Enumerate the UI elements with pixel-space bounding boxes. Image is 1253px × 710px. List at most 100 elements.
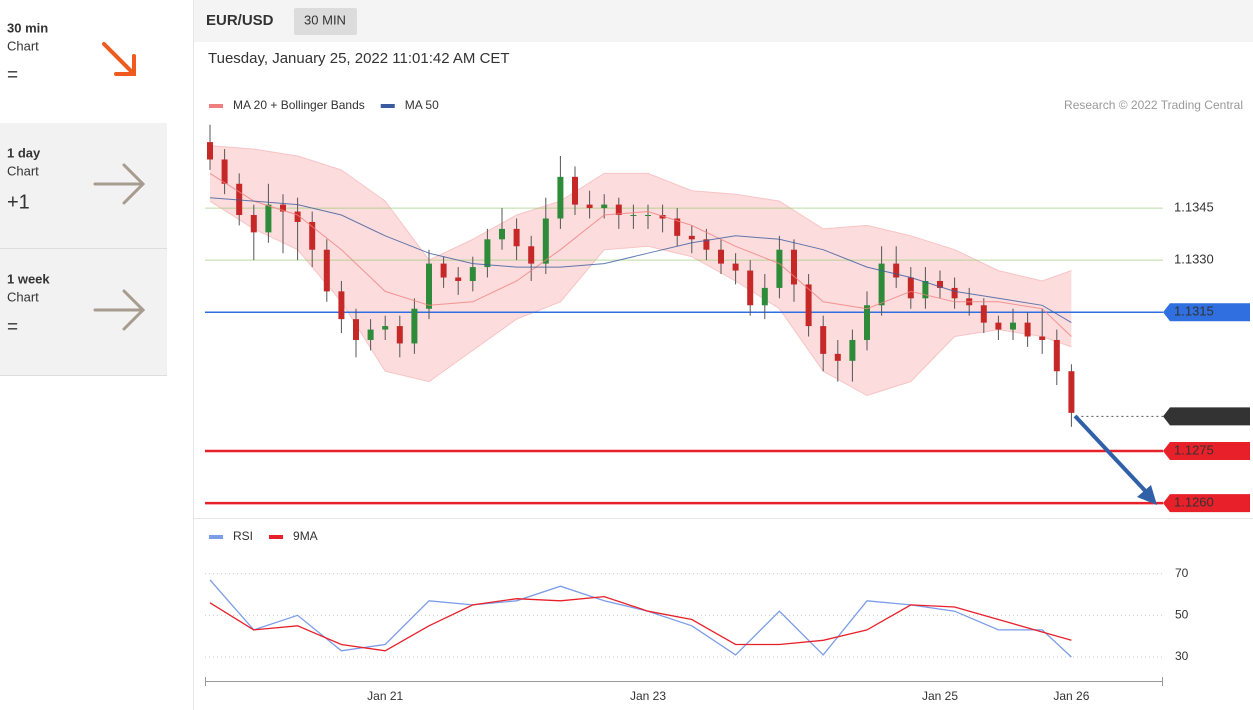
candle-body — [820, 326, 827, 354]
x-tick-label: Jan 21 — [367, 689, 403, 703]
overlay-line — [209, 197, 1072, 324]
legend-label: 9MA — [293, 529, 318, 543]
candle-body — [382, 326, 389, 330]
candle-body — [674, 218, 681, 236]
interval-badge[interactable] — [294, 8, 357, 35]
candle-body — [1053, 339, 1060, 372]
candle-body — [659, 215, 666, 219]
rsi-line — [209, 595, 1072, 652]
interval: 30 MIN — [304, 12, 346, 27]
level-label: 1.1345 — [1174, 200, 1214, 215]
candle-body — [396, 326, 403, 344]
item-label: Chart — [7, 289, 39, 304]
candle-body — [776, 249, 783, 288]
trend-arrow — [102, 42, 136, 76]
band-fill — [210, 145, 1072, 396]
candle-body — [367, 329, 374, 340]
x-tick-label: Jan 25 — [922, 689, 958, 703]
legend-label: MA 50 — [405, 98, 439, 112]
candle-body — [951, 287, 958, 299]
legend-swatch — [269, 535, 284, 539]
candle-body — [557, 176, 564, 219]
candle-body — [411, 308, 418, 344]
legend-label: MA 20 + Bollinger Bands — [233, 98, 365, 112]
candle-body — [645, 215, 651, 217]
x-tick-label: Jan 23 — [630, 689, 666, 703]
signal: = — [7, 65, 18, 86]
sidebar-item[interactable]: 1 day Chart +1 — [0, 123, 167, 248]
period: 1 week — [7, 271, 50, 286]
candle-body — [1039, 336, 1046, 340]
candle-body — [1010, 322, 1016, 330]
level-box — [1163, 407, 1250, 426]
candle-body — [718, 249, 724, 264]
candle-body — [294, 211, 301, 222]
candle-body — [601, 204, 608, 209]
overlay-line — [209, 172, 1072, 337]
level-box — [1163, 494, 1250, 513]
candle-body — [907, 277, 914, 299]
candle-body — [995, 322, 1002, 330]
signal: +1 — [7, 191, 30, 213]
timestamp: Tuesday, January 25, 2022 11:01:42 AM CE… — [208, 50, 510, 67]
level-box — [1163, 442, 1250, 461]
level-label: 1.1275 — [1174, 442, 1214, 457]
candle-body — [236, 183, 243, 216]
candle-body — [250, 215, 257, 233]
period: 1 day — [7, 145, 41, 160]
forecast-arrowhead — [1137, 485, 1157, 505]
candle-body — [761, 287, 768, 306]
candle-body — [323, 249, 330, 292]
candle-body — [309, 221, 316, 250]
y-tick-label: 50 — [1175, 608, 1189, 622]
item-label: Chart — [7, 38, 39, 53]
candle-body — [805, 284, 812, 327]
candle-body — [630, 215, 637, 217]
candle-body — [893, 263, 900, 278]
candle-body — [280, 204, 286, 212]
candle-body — [937, 280, 943, 288]
candle-body — [586, 204, 593, 209]
candle-body — [732, 263, 739, 271]
candle-body — [440, 263, 447, 278]
level-box — [1163, 303, 1250, 322]
header-bar — [193, 0, 1253, 42]
candle-body — [1068, 371, 1075, 413]
trend-arrow — [93, 289, 146, 331]
legend-swatch — [380, 104, 395, 108]
legend-swatch — [209, 535, 223, 539]
candle-body — [849, 339, 856, 361]
candle-body — [791, 249, 797, 285]
symbol: EUR/USD — [206, 12, 274, 29]
legend-swatch — [209, 104, 223, 108]
level-label: 1.1315 — [1174, 304, 1214, 319]
y-tick-label: 30 — [1175, 649, 1189, 663]
item-bg — [0, 0, 167, 122]
candle-body — [980, 305, 987, 323]
y-tick-label: 70 — [1175, 566, 1189, 580]
candle-body — [469, 267, 476, 281]
candle-body — [878, 263, 885, 306]
signal: = — [7, 317, 18, 338]
candle-body — [542, 218, 549, 264]
candle-body — [922, 280, 929, 299]
candle-body — [221, 159, 228, 184]
candle-body — [864, 305, 870, 340]
candle-body — [484, 239, 491, 268]
sidebar-item[interactable]: 30 min Chart = — [0, 0, 167, 122]
candle-body — [426, 263, 432, 309]
candle-body — [528, 246, 535, 264]
period: 30 min — [7, 20, 48, 35]
item-label: Chart — [7, 163, 39, 178]
credit: Research © 2022 Trading Central — [1064, 98, 1243, 112]
candle-body — [747, 270, 754, 306]
candle-body — [834, 353, 841, 361]
candle-body — [499, 228, 505, 240]
sidebar-item[interactable]: 1 week Chart = — [0, 249, 167, 375]
candle-body — [513, 228, 520, 247]
trend-arrow — [93, 163, 146, 205]
band-edge — [209, 145, 1072, 282]
